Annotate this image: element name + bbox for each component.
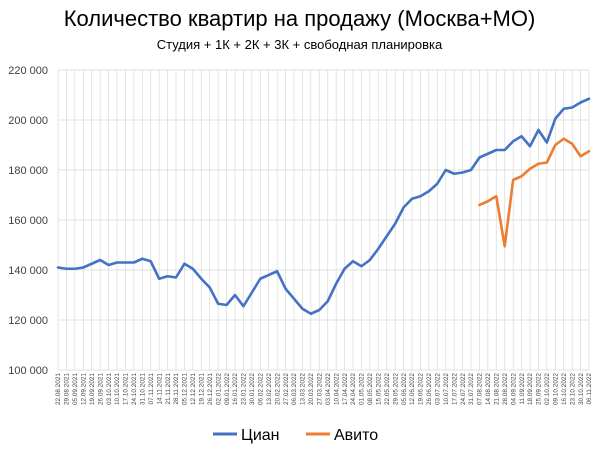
x-tick-label: 21.11.2021 bbox=[165, 373, 172, 405]
y-tick-label: 160 000 bbox=[8, 215, 48, 227]
x-axis-ticks: 22.08.2021 29.08.2021 05.09.2021 12.09.2021… bbox=[55, 373, 593, 405]
x-tick-label: 09.10.2022 bbox=[552, 373, 559, 405]
x-tick-label: 12.09.2021 bbox=[80, 373, 87, 405]
y-tick-label: 200 000 bbox=[8, 115, 48, 127]
x-tick-label: 13.02.2022 bbox=[266, 373, 273, 405]
x-tick-label: 24.07.2022 bbox=[460, 373, 467, 405]
y-tick-label: 140 000 bbox=[8, 265, 48, 277]
x-tick-label: 05.12.2021 bbox=[182, 373, 189, 405]
x-tick-label: 19.09.2021 bbox=[89, 373, 96, 405]
x-tick-label: 10.04.2022 bbox=[333, 373, 340, 405]
x-tick-label: 19.06.2022 bbox=[418, 373, 425, 405]
x-tick-label: 01.05.2022 bbox=[359, 373, 366, 405]
x-tick-label: 07.11.2021 bbox=[148, 373, 155, 405]
y-axis-ticks: 100 000 120 000 140 000 160 000 180 000 200 0… bbox=[8, 65, 48, 377]
chart-title: Количество квартир на продажу (Москва+МО… bbox=[63, 6, 536, 31]
x-tick-label: 30.01.2022 bbox=[249, 373, 256, 405]
grid-lines bbox=[57, 69, 590, 371]
x-tick-label: 03.07.2022 bbox=[434, 373, 441, 405]
x-tick-label: 12.06.2022 bbox=[409, 373, 416, 405]
legend: Циан Авито bbox=[213, 427, 378, 444]
series-line-cian bbox=[56, 97, 591, 316]
x-tick-label: 22.05.2022 bbox=[384, 373, 391, 405]
x-tick-label: 19.12.2021 bbox=[198, 373, 205, 405]
x-tick-label: 23.01.2022 bbox=[241, 373, 248, 405]
x-tick-label: 12.12.2021 bbox=[190, 373, 197, 405]
x-tick-label: 03.10.2021 bbox=[106, 373, 113, 405]
x-tick-label: 26.06.2022 bbox=[426, 373, 433, 405]
x-tick-label: 31.10.2021 bbox=[139, 373, 146, 405]
x-tick-label: 24.04.2022 bbox=[350, 373, 357, 405]
x-tick-label: 06.03.2022 bbox=[291, 373, 298, 405]
x-tick-label: 21.08.2022 bbox=[493, 373, 500, 405]
x-tick-label: 03.04.2022 bbox=[325, 373, 332, 405]
y-tick-label: 220 000 bbox=[8, 65, 48, 77]
x-tick-label: 24.10.2021 bbox=[131, 373, 138, 405]
x-tick-label: 30.10.2022 bbox=[578, 373, 585, 405]
x-tick-label: 17.04.2022 bbox=[342, 373, 349, 405]
x-tick-label: 20.03.2022 bbox=[308, 373, 315, 405]
x-tick-label: 15.05.2022 bbox=[375, 373, 382, 405]
x-tick-label: 27.03.2022 bbox=[316, 373, 323, 405]
x-tick-label: 07.08.2022 bbox=[477, 373, 484, 405]
x-tick-label: 26.12.2021 bbox=[207, 373, 214, 405]
x-tick-label: 09.01.2022 bbox=[224, 373, 231, 405]
y-tick-label: 100 000 bbox=[8, 365, 48, 377]
x-tick-label: 10.07.2022 bbox=[443, 373, 450, 405]
x-tick-label: 10.10.2021 bbox=[114, 373, 121, 405]
x-tick-label: 14.11.2021 bbox=[156, 373, 163, 405]
x-tick-label: 29.08.2021 bbox=[64, 373, 71, 405]
x-tick-label: 02.10.2022 bbox=[544, 373, 551, 405]
x-tick-label: 14.08.2022 bbox=[485, 373, 492, 405]
legend-label: Авито bbox=[334, 427, 378, 444]
x-tick-label: 06.02.2022 bbox=[257, 373, 264, 405]
x-tick-label: 06.11.2022 bbox=[586, 373, 593, 405]
series-lines bbox=[56, 97, 591, 316]
x-tick-label: 11.09.2022 bbox=[519, 373, 526, 405]
y-tick-label: 120 000 bbox=[8, 315, 48, 327]
x-tick-label: 05.06.2022 bbox=[401, 373, 408, 405]
legend-label: Циан bbox=[241, 427, 280, 444]
series-line-avito bbox=[478, 137, 591, 248]
x-tick-label: 27.02.2022 bbox=[283, 373, 290, 405]
x-tick-label: 16.10.2022 bbox=[561, 373, 568, 405]
x-tick-label: 23.10.2022 bbox=[569, 373, 576, 405]
x-tick-label: 08.05.2022 bbox=[367, 373, 374, 405]
x-tick-label: 25.09.2022 bbox=[536, 373, 543, 405]
x-tick-label: 13.03.2022 bbox=[300, 373, 307, 405]
x-tick-label: 29.05.2022 bbox=[392, 373, 399, 405]
chart-subtitle: Студия + 1К + 2К + 3К + свободная планир… bbox=[156, 37, 443, 52]
x-tick-label: 28.11.2021 bbox=[173, 373, 180, 405]
x-tick-label: 16.01.2022 bbox=[232, 373, 239, 405]
x-tick-label: 02.01.2022 bbox=[215, 373, 222, 405]
x-tick-label: 18.09.2022 bbox=[527, 373, 534, 405]
y-tick-label: 180 000 bbox=[8, 165, 48, 177]
x-tick-label: 20.02.2022 bbox=[274, 373, 281, 405]
x-tick-label: 28.08.2022 bbox=[502, 373, 509, 405]
x-tick-label: 17.07.2022 bbox=[451, 373, 458, 405]
x-tick-label: 22.08.2021 bbox=[55, 373, 62, 405]
x-tick-label: 05.09.2021 bbox=[72, 373, 79, 405]
x-tick-label: 26.09.2021 bbox=[97, 373, 104, 405]
x-tick-label: 17.10.2021 bbox=[123, 373, 130, 405]
x-tick-label: 31.07.2022 bbox=[468, 373, 475, 405]
x-tick-label: 04.09.2022 bbox=[510, 373, 517, 405]
